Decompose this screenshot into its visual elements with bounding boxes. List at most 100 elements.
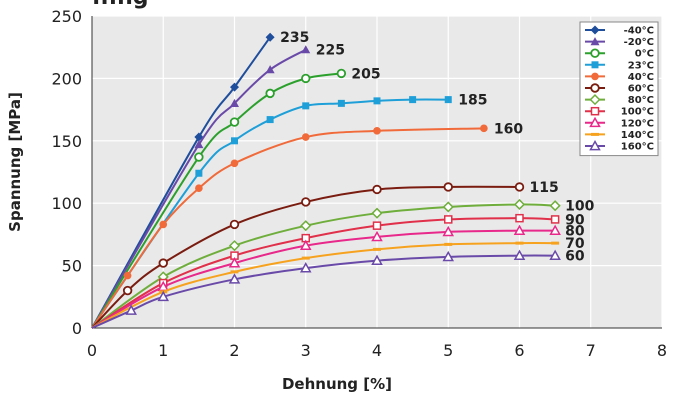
series-60C (91, 182, 525, 329)
legend-item: 140°C (585, 130, 654, 141)
data-point (515, 241, 524, 245)
data-point (513, 198, 526, 211)
data-point (194, 152, 204, 162)
series-line (91, 242, 556, 329)
data-point (231, 137, 238, 145)
legend-item: 80°C (585, 94, 654, 106)
legend-label: 140°C (621, 130, 654, 141)
data-point (589, 94, 601, 106)
data-point (301, 73, 311, 84)
data-point (373, 127, 381, 135)
data-point (301, 133, 310, 141)
series-80C (91, 198, 561, 329)
end-value-label: 185 (458, 93, 487, 109)
data-point (336, 68, 347, 79)
data-point (373, 97, 381, 105)
end-value-label: 100 (565, 199, 594, 215)
x-tick-label: 4 (372, 341, 382, 360)
data-point (372, 184, 382, 195)
end-value-label: 60 (565, 249, 585, 265)
data-point (549, 224, 561, 236)
data-point (590, 37, 600, 46)
data-point (589, 139, 601, 151)
x-tick-label: 8 (657, 341, 667, 360)
data-point (229, 219, 240, 230)
data-point (442, 250, 455, 262)
series-160C (91, 249, 561, 329)
data-point (228, 240, 241, 252)
data-point (122, 285, 133, 296)
data-point (590, 25, 600, 35)
data-point (301, 45, 311, 54)
data-point (265, 32, 275, 42)
data-point (372, 221, 382, 230)
legend-label: 40°C (628, 72, 654, 83)
data-point (513, 249, 526, 260)
y-axis-label: Spannung [MPa] (6, 92, 24, 232)
data-point (591, 72, 599, 81)
legend-label: -40°C (624, 26, 654, 37)
data-point (230, 270, 239, 274)
series-line (91, 185, 520, 329)
data-point (300, 220, 312, 232)
data-point (514, 182, 525, 192)
data-point (589, 116, 601, 128)
data-point (230, 82, 239, 92)
data-point (371, 230, 383, 242)
data-point (371, 254, 383, 265)
y-tick-label: 150 (51, 132, 82, 151)
x-tick-label: 7 (586, 341, 596, 360)
x-tick-label: 1 (158, 341, 168, 360)
legend: -40°C-20°C0°C23°C40°C60°C80°C100°C120°C1… (579, 21, 659, 157)
series-0C (91, 68, 347, 329)
series-line (91, 36, 271, 329)
data-point (480, 124, 488, 133)
data-point (337, 99, 345, 107)
data-point (444, 215, 453, 224)
data-point (515, 213, 524, 223)
data-point (549, 200, 561, 212)
chart-title: ...ng (92, 0, 148, 10)
data-point (444, 96, 452, 104)
data-point (228, 257, 241, 268)
data-point (266, 116, 274, 124)
data-point (301, 256, 310, 260)
data-point (299, 239, 312, 250)
legend-item: 0°C (585, 48, 654, 60)
legend-label: 160°C (621, 142, 654, 153)
data-point (195, 169, 203, 177)
series-line (91, 48, 307, 329)
data-point (229, 117, 240, 127)
legend-label: -20°C (624, 37, 654, 48)
data-point (230, 159, 239, 168)
data-point (442, 225, 455, 237)
series-120C (91, 224, 561, 329)
legend-label: 120°C (621, 118, 654, 129)
end-value-label: 70 (565, 236, 585, 252)
data-point (158, 258, 168, 268)
data-point (591, 61, 599, 69)
data-point (371, 207, 383, 219)
series-minus20C (91, 45, 311, 329)
end-value-label: 115 (530, 180, 559, 196)
legend-item: -20°C (585, 37, 654, 48)
data-point (513, 224, 526, 236)
data-point (550, 215, 560, 224)
data-point (409, 96, 417, 104)
series-40C (91, 124, 488, 329)
end-value-label: 90 (565, 212, 585, 228)
data-point (373, 247, 381, 251)
end-value-label: 225 (316, 43, 345, 59)
series-line (91, 98, 449, 329)
data-point (443, 182, 453, 192)
data-point (442, 201, 454, 213)
data-point (265, 88, 275, 99)
legend-label: 80°C (628, 95, 654, 106)
data-point (591, 132, 599, 136)
data-point (302, 102, 310, 110)
data-point (590, 48, 600, 58)
series-group (91, 32, 561, 329)
